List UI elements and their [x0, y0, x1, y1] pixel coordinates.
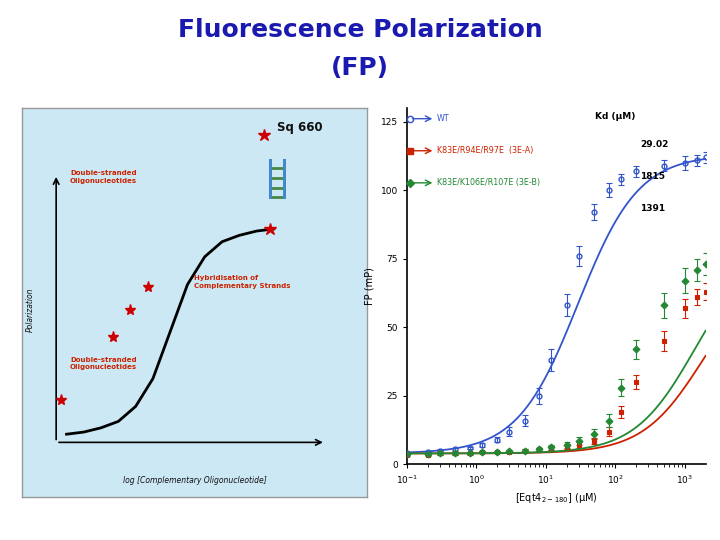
- Text: 1391: 1391: [640, 204, 665, 213]
- Text: Hybridisation of
Complementary Strands: Hybridisation of Complementary Strands: [194, 275, 291, 289]
- Text: 29.02: 29.02: [640, 140, 668, 149]
- Text: Double-stranded
Oligonucleotides: Double-stranded Oligonucleotides: [70, 357, 137, 370]
- Text: K83E/R94E/R97E  (3E-A): K83E/R94E/R97E (3E-A): [436, 146, 533, 156]
- Text: Fluorescence Polarization: Fluorescence Polarization: [178, 18, 542, 42]
- Y-axis label: FP (mP): FP (mP): [365, 267, 375, 305]
- Text: log [Complementary Oligonucleotide]: log [Complementary Oligonucleotide]: [122, 476, 266, 485]
- Text: WT: WT: [436, 114, 449, 123]
- Text: Sq 660: Sq 660: [277, 121, 323, 134]
- X-axis label: [Eqt4$_{2-180}$] (μM): [Eqt4$_{2-180}$] (μM): [515, 491, 598, 505]
- Text: Double-stranded
Oligonucleotides: Double-stranded Oligonucleotides: [70, 170, 137, 184]
- Text: Kd (μM): Kd (μM): [595, 112, 636, 120]
- Text: 1815: 1815: [640, 172, 665, 181]
- Text: (FP): (FP): [331, 56, 389, 79]
- Text: Polarization: Polarization: [26, 288, 35, 333]
- Text: K83E/K106E/R107E (3E-B): K83E/K106E/R107E (3E-B): [436, 178, 540, 187]
